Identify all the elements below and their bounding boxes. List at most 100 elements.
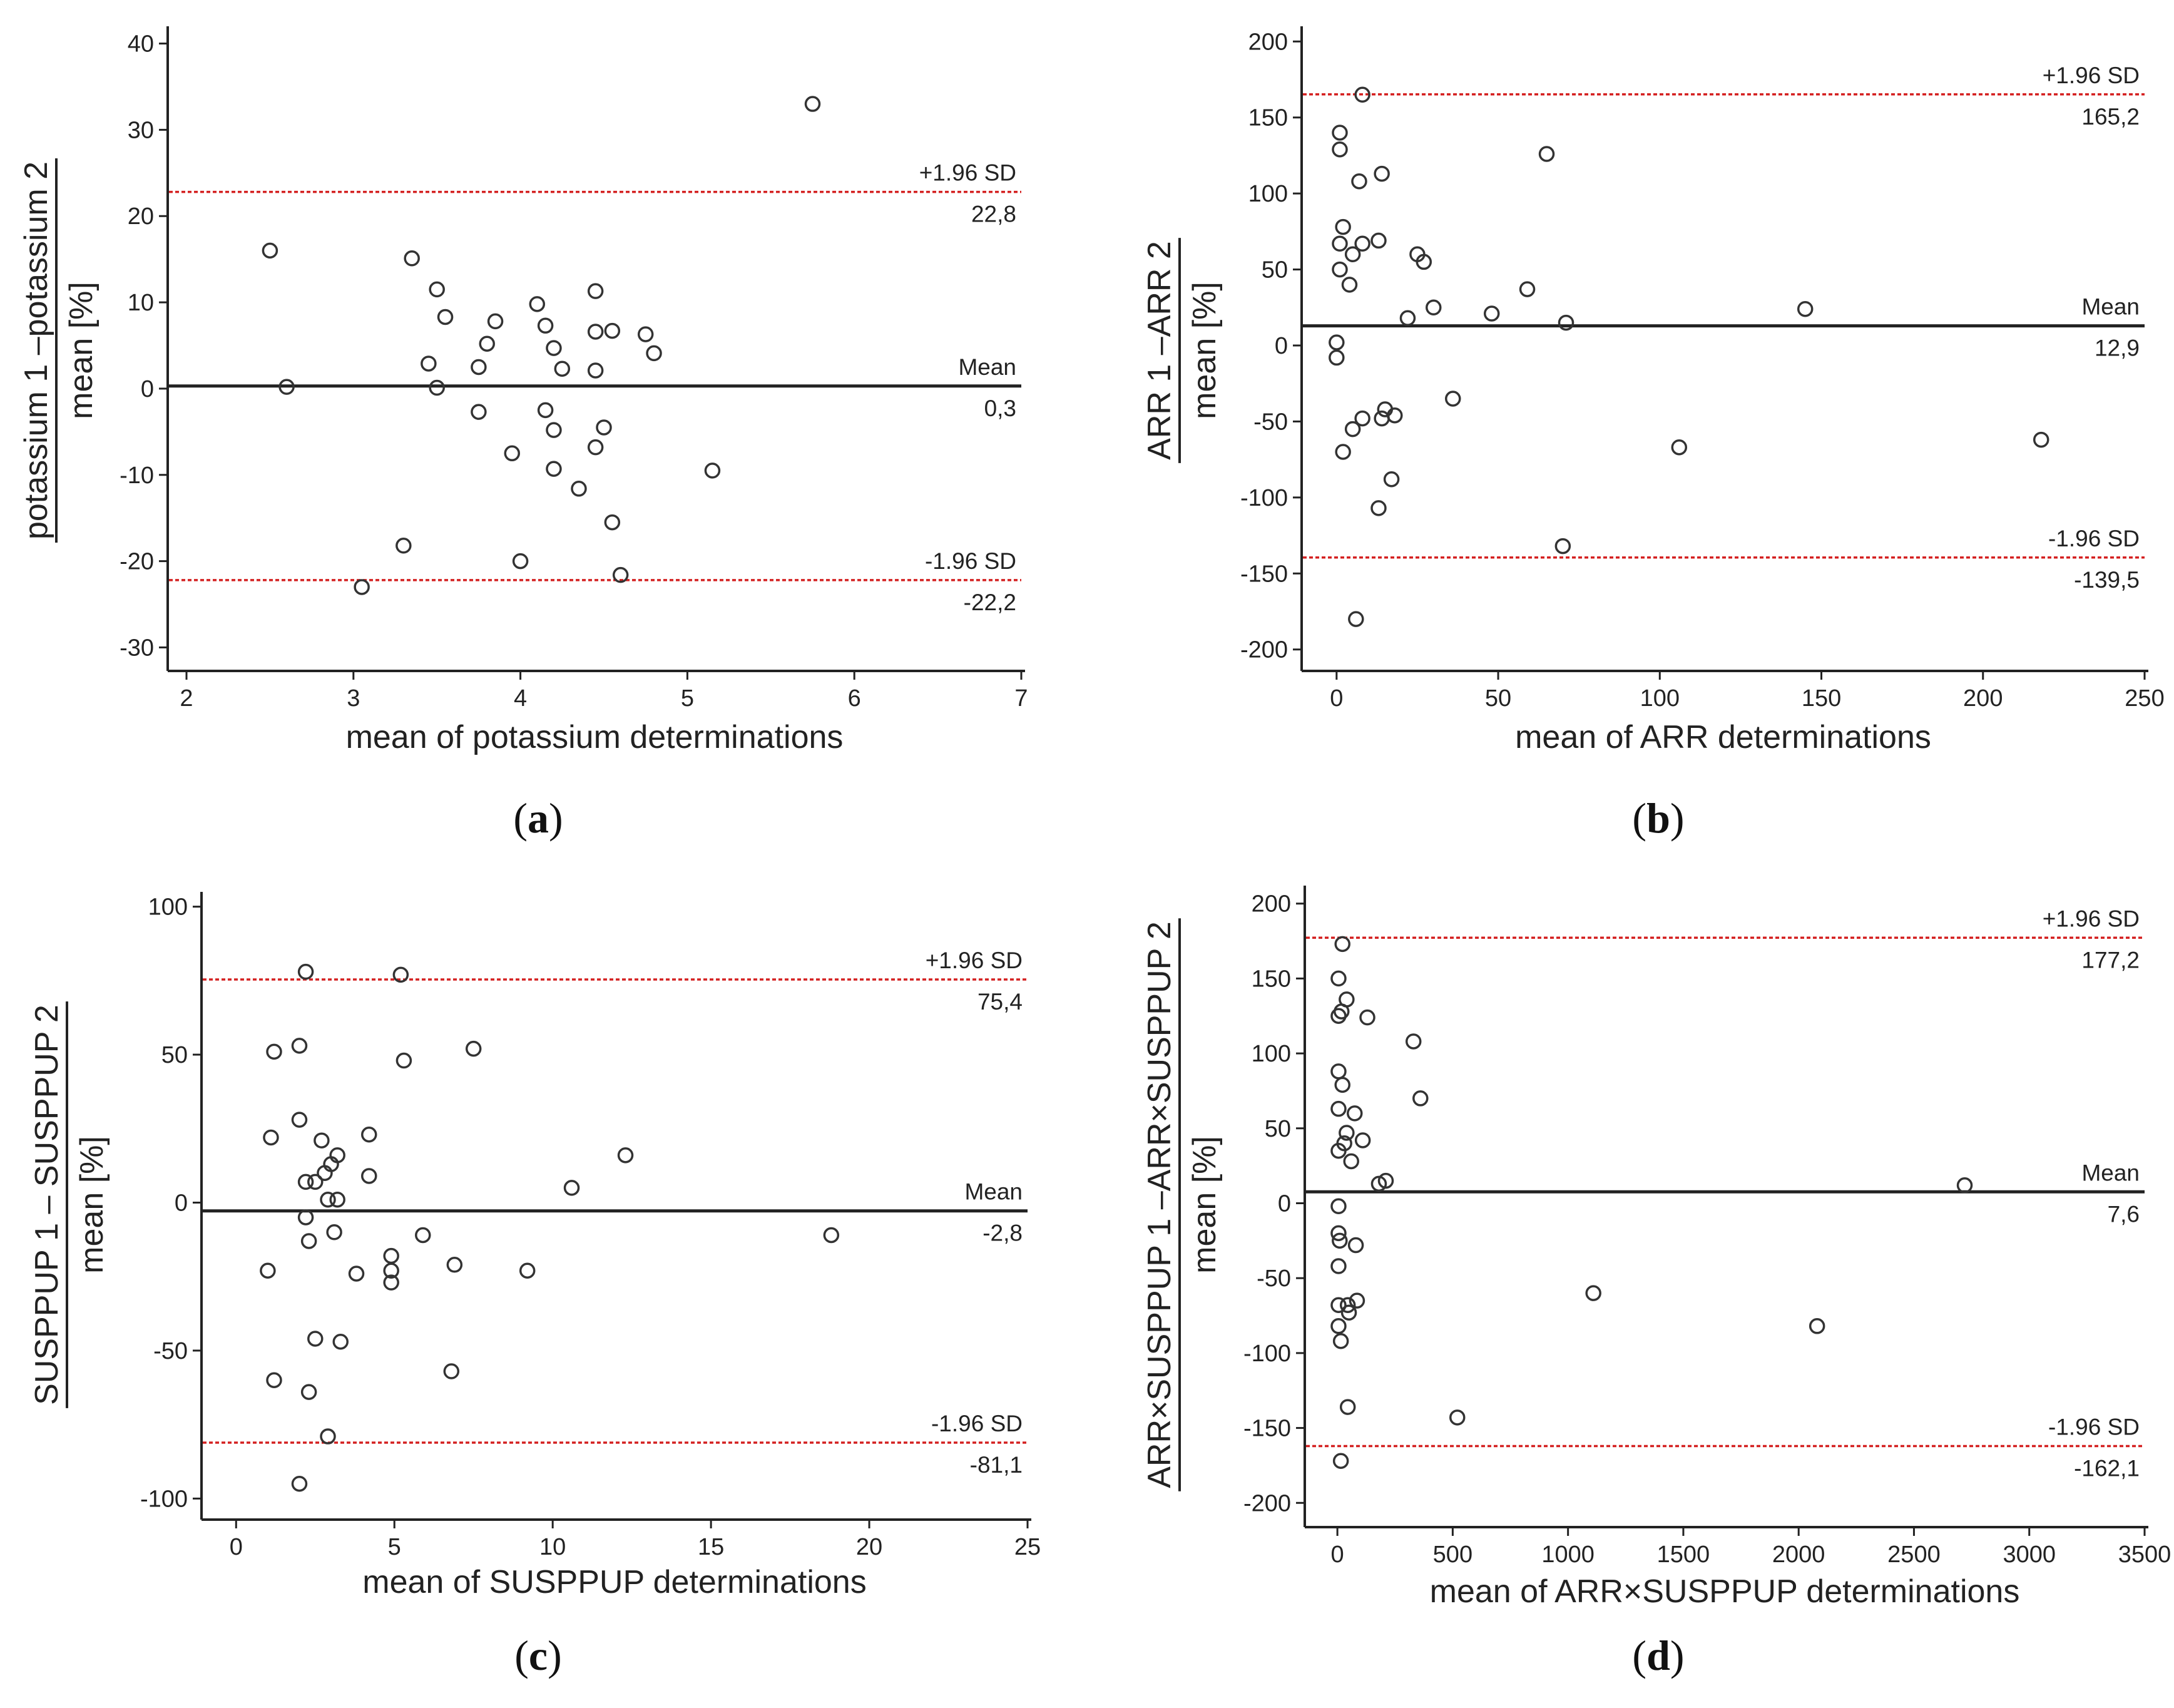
data-point [1377, 1172, 1394, 1189]
x-tick-label: 150 [1802, 685, 1841, 712]
data-point [1336, 1135, 1352, 1152]
data-point [1341, 277, 1358, 293]
data-point [421, 355, 437, 372]
data-point [1332, 125, 1348, 141]
y-axis-title-denominator: mean [%] [74, 1136, 110, 1274]
y-tick-label: -10 [120, 463, 154, 489]
data-point [1354, 235, 1370, 252]
data-point [1339, 991, 1355, 1008]
data-point [1354, 410, 1370, 427]
y-tick-label: -200 [1243, 1490, 1291, 1516]
data-point [1349, 1292, 1365, 1309]
panel-label-letter: d [1646, 1632, 1670, 1679]
data-point [326, 1224, 342, 1240]
upper-limit-label: +1.96 SD [2043, 63, 2140, 88]
data-point [437, 309, 454, 325]
x-tick-label: 10 [539, 1534, 566, 1560]
data-point [1370, 500, 1387, 516]
upper-limit-value-label: 165,2 [2081, 104, 2140, 130]
y-tick-label: 0 [1275, 333, 1288, 359]
data-point [1374, 410, 1390, 427]
data-point [266, 1372, 282, 1388]
data-point [278, 379, 295, 395]
data-point [383, 1247, 399, 1264]
y-tick-label: 150 [1248, 105, 1288, 131]
data-point [262, 242, 278, 259]
data-point [260, 1262, 276, 1279]
data-point [1339, 1125, 1355, 1141]
y-tick-label: 100 [148, 894, 188, 921]
panel-label-open: ( [513, 794, 528, 842]
data-point [1332, 1232, 1348, 1249]
y-tick-label: 150 [1252, 966, 1291, 992]
x-tick-label: 4 [514, 685, 527, 712]
data-point [1387, 407, 1403, 424]
data-point [1416, 253, 1432, 270]
data-point [1370, 232, 1387, 249]
upper-limit-label: +1.96 SD [2043, 906, 2140, 931]
data-point [1348, 611, 1364, 627]
data-point [804, 96, 821, 112]
data-point [1426, 299, 1442, 316]
data-point [571, 481, 587, 497]
data-point [1332, 235, 1348, 252]
data-point [1330, 1297, 1347, 1314]
x-tick-label: 3 [347, 685, 360, 712]
y-tick-label: 50 [161, 1042, 188, 1068]
data-point [1332, 141, 1348, 158]
mean-label: Mean [2081, 1160, 2140, 1185]
mean-value-label: -2,8 [982, 1220, 1023, 1246]
panel-label-close: ) [1670, 1632, 1685, 1679]
data-point [415, 1227, 431, 1244]
data-point [504, 445, 521, 462]
data-point [348, 1266, 365, 1282]
data-point [443, 1363, 460, 1379]
mean-value-label: 12,9 [2095, 335, 2140, 361]
data-point [596, 419, 612, 436]
data-point [487, 313, 504, 330]
data-point [1330, 970, 1347, 987]
panel-label-letter: a [528, 794, 549, 842]
data-point [2033, 431, 2049, 448]
y-axis-title-denominator: mean [%] [63, 282, 100, 419]
data-point [1330, 1318, 1347, 1334]
y-tick-label: 100 [1248, 181, 1288, 207]
x-axis-title: mean of ARR×SUSPPUP determinations [1430, 1573, 2020, 1610]
data-point [604, 322, 621, 339]
data-point [332, 1333, 349, 1350]
data-point [361, 1126, 377, 1143]
data-point [446, 1257, 463, 1273]
data-point [1354, 1132, 1371, 1148]
data-point [300, 1233, 317, 1249]
data-point [383, 1262, 399, 1279]
y-axis-title: ARR×SUSPPUP 1 –ARR×SUSPPUP 2 mean [%] [1141, 918, 1223, 1491]
y-tick-label: -50 [1257, 1266, 1291, 1292]
y-tick-label: 40 [128, 31, 154, 58]
data-point [1330, 1198, 1347, 1215]
lower-limit-value-label: -22,2 [964, 590, 1016, 615]
panel-label-close: ) [1670, 794, 1685, 842]
upper-limit-value-label: 177,2 [2081, 947, 2140, 973]
data-point [383, 1274, 399, 1291]
data-point [1809, 1318, 1825, 1334]
data-point [1344, 421, 1361, 437]
data-point [1332, 261, 1348, 278]
lower-limit-value-label: -81,1 [970, 1452, 1023, 1478]
y-tick-label: -100 [1243, 1341, 1291, 1367]
y-tick-label: -100 [140, 1486, 188, 1512]
data-point [1538, 146, 1555, 162]
data-point [361, 1168, 377, 1184]
x-axis-title: mean of potassium determinations [346, 719, 844, 755]
data-point [297, 1209, 314, 1225]
data-point [537, 402, 554, 419]
data-point [1330, 1100, 1347, 1117]
data-point [314, 1132, 330, 1148]
x-tick-label: 2500 [1887, 1542, 1941, 1568]
data-point [396, 538, 412, 554]
data-point [404, 250, 420, 267]
y-tick-label: 20 [128, 203, 154, 230]
upper-limit-value-label: 22,8 [971, 202, 1016, 227]
data-point [1334, 1076, 1350, 1093]
y-tick-label: -100 [1240, 485, 1288, 511]
data-point [266, 1043, 282, 1060]
